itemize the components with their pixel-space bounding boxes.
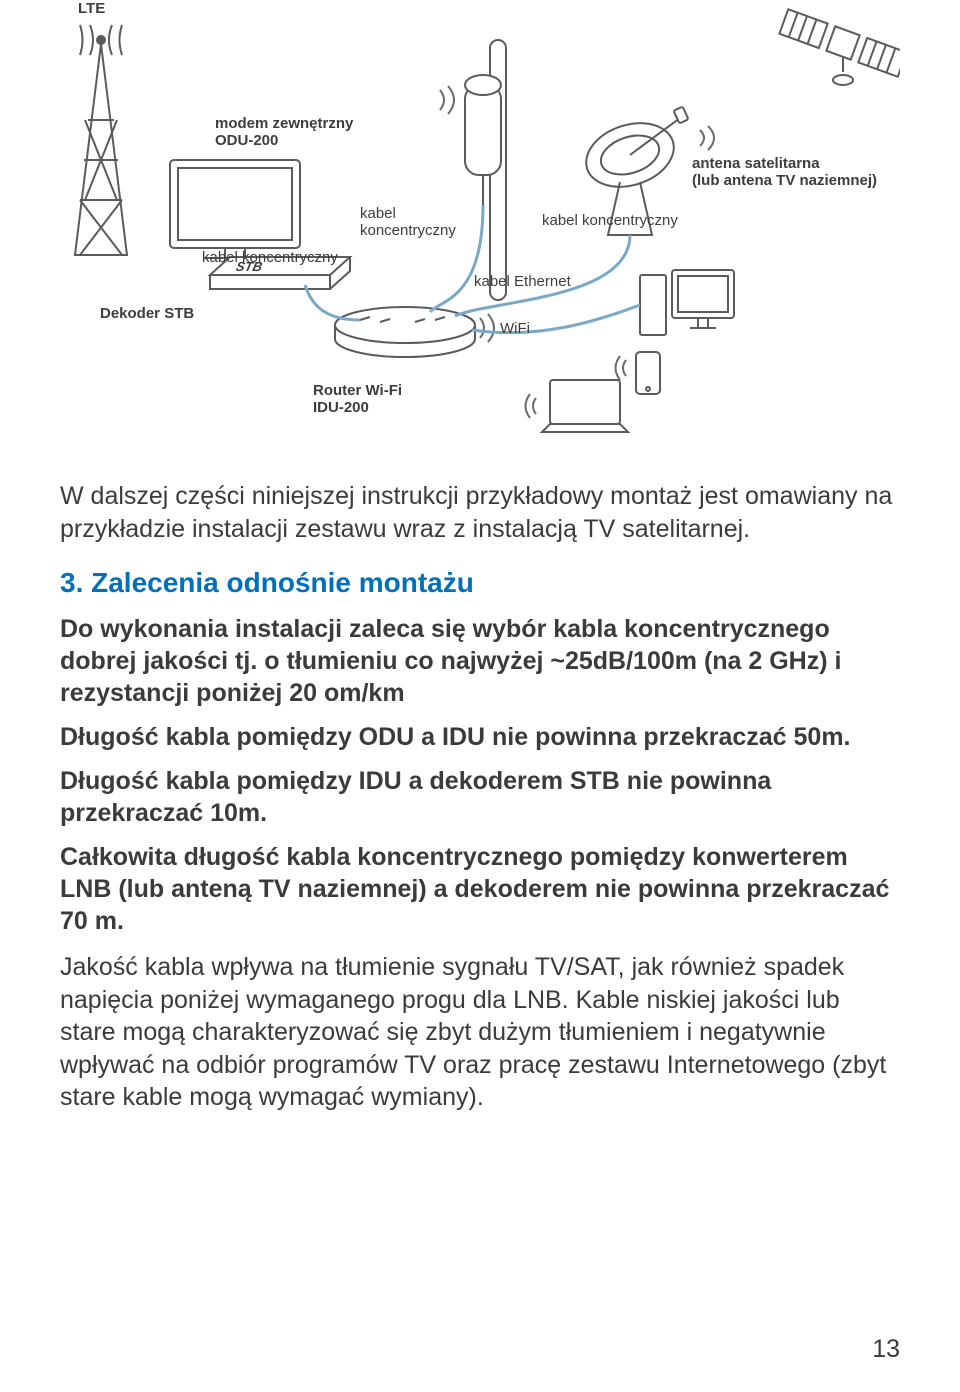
laptop-icon [542,380,628,432]
page-number: 13 [872,1335,900,1364]
section-heading: 3. Zalecenia odnośnie montażu [60,567,900,599]
modem-label: modem zewnętrzny ODU-200 [215,115,353,150]
intro-paragraph: W dalszej części niniejszej instrukcji p… [60,480,900,545]
stb-decoder-label: Dekoder STB [100,305,194,322]
satellite-icon [779,9,900,85]
rec-p3: Długość kabla pomiędzy IDU a dekoderem S… [60,765,900,829]
rec-p2: Długość kabla pomiędzy ODU a IDU nie pow… [60,721,900,753]
diagram-svg [60,0,900,460]
phone-icon [636,352,660,394]
coax1-label: kabel koncentryczny [360,205,456,240]
ethernet-label: kabel Ethernet [474,273,571,290]
rec-p4: Całkowita długość kabla koncentrycznego … [60,841,900,937]
pc-icon [640,270,734,335]
lte-tower-icon [75,25,127,255]
rec-p5: Jakość kabla wpływa na tłumienie sygnału… [60,951,900,1114]
rec-p1: Do wykonania instalacji zaleca się wybór… [60,613,900,709]
lte-label: LTE [78,0,105,17]
wifi-waves-icon [480,314,494,342]
coax2-label: kabel koncentryczny [542,212,678,229]
router-icon [335,307,475,357]
odu-icon [465,40,506,300]
stb-badge: STB [234,260,263,275]
coax3-label: kabel koncentryczny [202,249,338,266]
wifi-label: WiFi [500,320,530,337]
router-label: Router Wi-Fi IDU-200 [313,382,402,417]
tv-icon [170,160,300,258]
connection-diagram: LTE modem zewnętrzny ODU-200 antena sate… [60,0,900,460]
antenna-label: antena satelitarna (lub antena TV naziem… [692,155,877,190]
